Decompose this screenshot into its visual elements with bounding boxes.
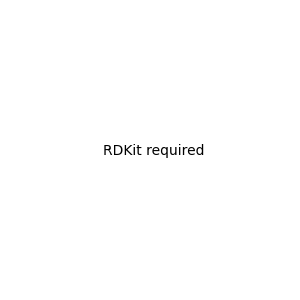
Text: RDKit required: RDKit required xyxy=(103,145,205,158)
